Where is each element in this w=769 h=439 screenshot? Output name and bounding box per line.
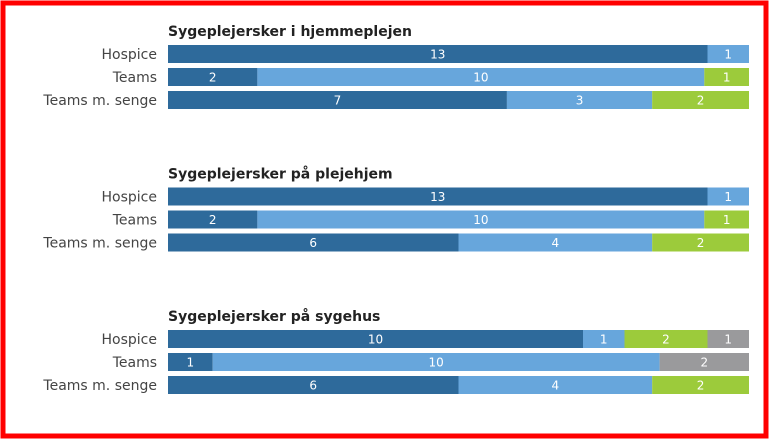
bar-segment	[168, 91, 507, 109]
bar-segment	[652, 376, 749, 394]
category-label: Hospice	[102, 190, 157, 206]
bar-segment	[704, 68, 749, 86]
data-label: 1	[723, 71, 731, 85]
bar-segment	[168, 187, 708, 206]
data-label: 1	[187, 356, 195, 370]
category-label: Teams	[112, 70, 157, 86]
data-label: 6	[309, 236, 317, 250]
data-label: 1	[724, 333, 732, 347]
bar-segment	[257, 68, 705, 86]
bar-segment	[624, 330, 708, 348]
data-label: 4	[552, 379, 560, 393]
data-label: 2	[209, 71, 217, 85]
chart-title: Sygeplejersker på plejehjem	[168, 166, 393, 183]
bar-segment	[707, 330, 749, 348]
data-label: 3	[576, 94, 584, 108]
data-label: 13	[430, 190, 445, 204]
category-label: Teams m. senge	[42, 236, 157, 252]
data-label: 10	[473, 71, 488, 85]
bar-segment	[506, 91, 653, 109]
category-label: Teams	[112, 213, 157, 229]
bar-segment	[583, 330, 625, 348]
data-label: 1	[724, 48, 732, 62]
data-label: 2	[700, 356, 708, 370]
bar-segment	[168, 330, 583, 348]
bar-segment	[168, 210, 258, 229]
chart-title: Sygeplejersker på sygehus	[168, 308, 380, 325]
category-label: Teams m. senge	[42, 378, 157, 394]
data-label: 13	[430, 48, 445, 62]
category-label: Teams m. senge	[42, 93, 157, 109]
bar-segment	[707, 187, 749, 206]
category-label: Teams	[112, 355, 157, 371]
bar-segment	[168, 45, 708, 63]
data-label: 4	[552, 236, 560, 250]
bar-segment	[168, 353, 213, 371]
bar-segment	[704, 210, 749, 229]
data-label: 2	[697, 236, 705, 250]
data-label: 10	[429, 356, 444, 370]
bar-segment	[168, 233, 459, 252]
bar-segment	[168, 68, 258, 86]
data-label: 1	[724, 190, 732, 204]
bar-segment	[659, 353, 749, 371]
bar-segment	[168, 376, 459, 394]
bar-segment	[212, 353, 660, 371]
bar-segment	[707, 45, 749, 63]
data-label: 2	[697, 94, 705, 108]
data-label: 7	[334, 94, 342, 108]
data-label: 1	[723, 213, 731, 227]
data-label: 10	[368, 333, 383, 347]
bar-segment	[458, 376, 653, 394]
chart-title: Sygeplejersker i hjemmeplejen	[168, 24, 412, 40]
data-label: 1	[600, 333, 608, 347]
data-label: 2	[662, 333, 670, 347]
data-label: 10	[473, 213, 488, 227]
bar-segment	[652, 91, 749, 109]
bar-segment	[652, 233, 749, 252]
bar-segment	[458, 233, 653, 252]
bar-segment	[257, 210, 705, 229]
data-label: 6	[309, 379, 317, 393]
data-label: 2	[209, 213, 217, 227]
data-label: 2	[697, 379, 705, 393]
category-label: Hospice	[102, 47, 157, 63]
category-label: Hospice	[102, 332, 157, 348]
